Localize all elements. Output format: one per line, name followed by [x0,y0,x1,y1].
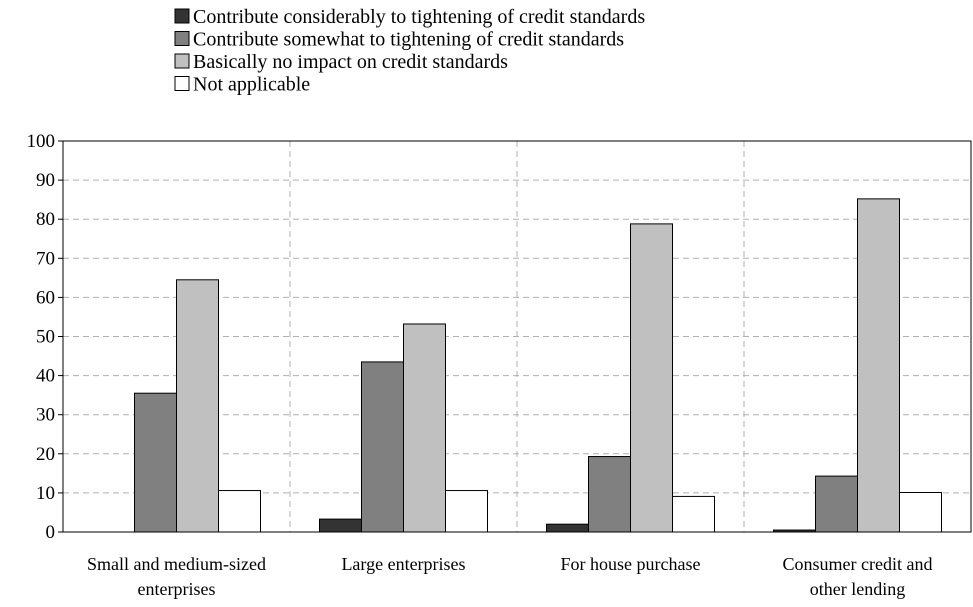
bar [815,475,858,533]
bar [899,492,942,533]
y-tick-label: 100 [27,131,56,152]
x-tick-label: Small and medium-sized enterprises [87,554,266,599]
bar [857,198,900,533]
y-tick-label: 10 [36,483,55,504]
legend-swatch [174,31,190,46]
legend-label: Contribute considerably to tightening of… [193,6,645,28]
legend-swatch [174,53,190,69]
bar [218,490,261,533]
y-tick-label: 50 [36,327,55,348]
y-tick-label: 90 [36,170,55,191]
y-tick-label: 60 [36,287,55,308]
legend-label: Not applicable [193,74,310,96]
x-tick-label: Consumer credit and other lending [783,554,933,599]
bar [630,223,673,533]
bar [176,279,219,533]
y-tick-label: 0 [46,522,56,543]
bar [319,518,362,533]
x-tick-label: Large enterprises [341,554,465,574]
y-tick-label: 70 [36,248,55,269]
bar [445,490,488,533]
y-tick-label: 30 [36,405,55,426]
bar [546,523,589,533]
y-tick-label: 80 [36,209,55,230]
x-tick-label: For house purchase [561,554,701,574]
x-axis: Small and medium-sized enterprises Large e… [87,554,932,599]
bars [134,198,942,533]
legend-label: Basically no impact on credit standards [193,51,508,73]
bar [134,392,177,533]
y-axis: 0 10 20 30 40 50 60 70 80 90 100 [27,131,63,543]
bar [361,361,404,533]
legend-swatch [174,76,190,91]
y-tick-label: 40 [36,366,55,387]
legend: Contribute considerably to tightening of… [174,6,645,96]
bar [672,495,715,533]
legend-swatch [174,8,190,24]
bar [588,456,631,533]
y-tick-label: 20 [36,444,55,465]
bar [403,323,446,533]
legend-label: Contribute somewhat to tightening of cre… [193,29,624,51]
